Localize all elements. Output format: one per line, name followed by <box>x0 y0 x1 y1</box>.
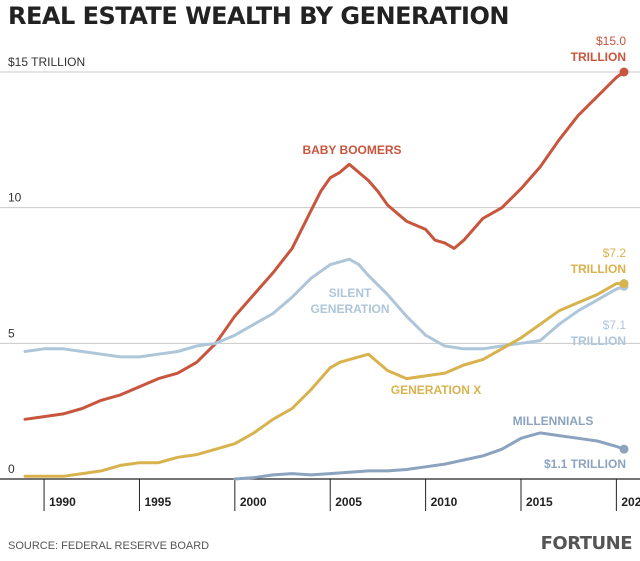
series-end-label: TRILLION <box>571 262 626 276</box>
series-end-label: $15.0 <box>596 34 626 48</box>
x-tick-label: 1990 <box>49 495 76 509</box>
series-end-label: TRILLION <box>571 50 626 64</box>
series-end-label: $7.1 <box>603 318 627 332</box>
series-layer <box>23 67 629 481</box>
series-line-baby-boomers <box>23 70 626 421</box>
series-labels: BABY BOOMERS $15.0 TRILLION SILENT GENERATIO… <box>302 34 626 471</box>
y-tick-label: 10 <box>8 191 22 205</box>
series-end-marker-generation-x <box>619 279 629 289</box>
series-line-millennials <box>233 431 626 481</box>
series-label: GENERATION <box>310 302 389 316</box>
grid-layer: $15 TRILLION 10 5 0 <box>0 55 640 480</box>
y-tick-label: 5 <box>8 326 15 340</box>
series-line-silent-generation <box>23 257 626 359</box>
x-tick-label: 2005 <box>335 495 362 509</box>
series-end-label: TRILLION <box>571 334 626 348</box>
source-note: SOURCE: FEDERAL RESERVE BOARD <box>8 540 210 552</box>
x-tick-label: 2020 <box>621 495 640 509</box>
series-line-generation-x <box>23 282 626 478</box>
x-axis: 1990 1995 2000 2005 2010 2015 2020 <box>43 479 640 511</box>
series-label: SILENT <box>329 286 372 300</box>
x-tick-label: 2000 <box>240 495 267 509</box>
x-tick-label: 1995 <box>144 495 171 509</box>
series-end-label: $1.1 TRILLION <box>544 457 626 471</box>
series-label: GENERATION X <box>391 383 481 397</box>
series-label: BABY BOOMERS <box>302 143 401 157</box>
x-tick-label: 2010 <box>431 495 458 509</box>
y-tick-label: 0 <box>8 462 15 476</box>
series-label: MILLENNIALS <box>513 414 594 428</box>
series-end-marker-baby-boomers <box>619 67 629 77</box>
series-end-marker-millennials <box>619 444 629 454</box>
series-end-label: $7.2 <box>603 246 627 260</box>
page-title: REAL ESTATE WEALTH BY GENERATION <box>8 2 509 30</box>
x-tick-label: 2015 <box>526 495 553 509</box>
brand-logo: FORTUNE <box>540 533 633 554</box>
y-tick-label: $15 TRILLION <box>8 55 85 69</box>
